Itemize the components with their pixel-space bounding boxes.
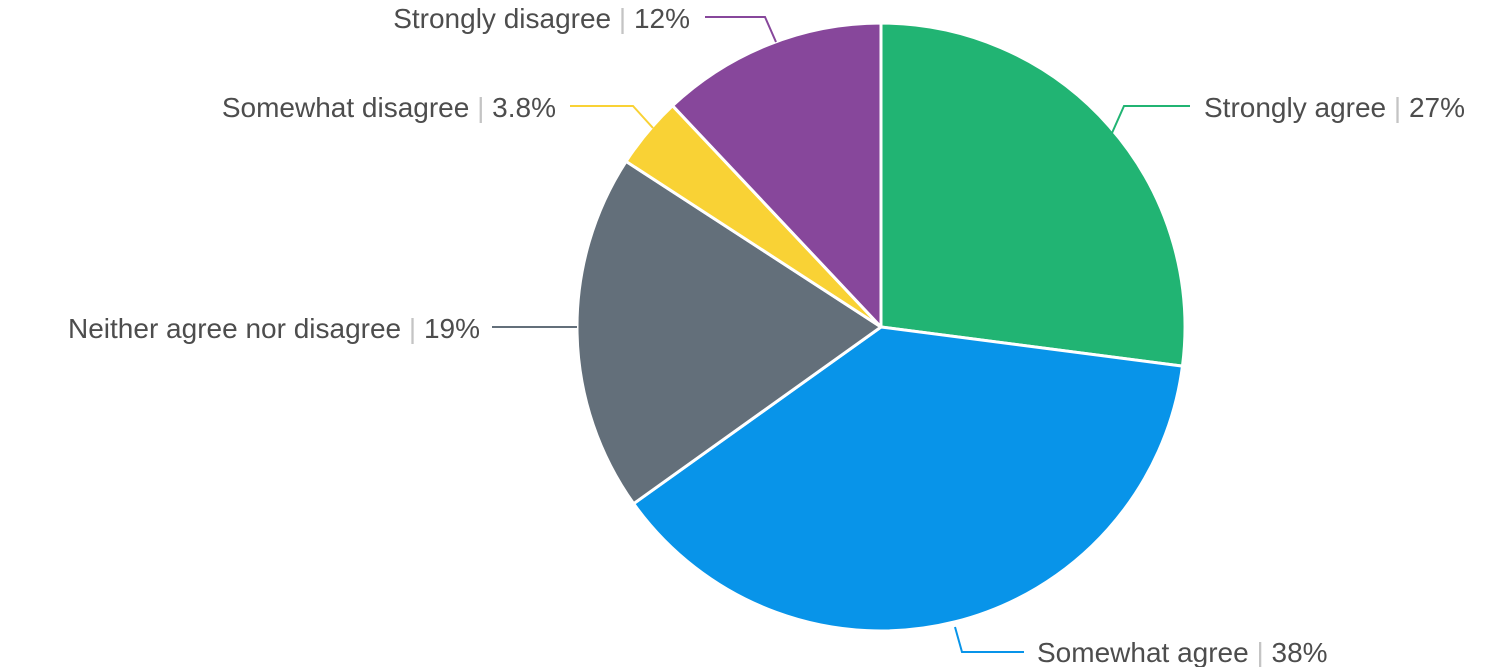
slices-layer [575,21,1187,633]
slice-label-separator: | [619,3,626,34]
pie-slice-strongly-disagree [671,21,883,329]
leader-line-somewhat-disagree [570,105,654,129]
slice-label-separator: | [477,92,484,123]
slice-label-name: Neither agree nor disagree [68,313,409,344]
pie-slice-strongly-agree [879,21,1187,368]
slice-label-name: Somewhat disagree [222,92,477,123]
slice-label-name: Strongly agree [1204,92,1394,123]
slice-label-somewhat-agree: Somewhat agree | 38% [1037,637,1328,667]
leader-line-strongly-disagree [705,16,777,43]
labels-layer: Strongly agree | 27% Somewhat agree | 38%… [68,3,1465,667]
slice-label-separator: | [1256,637,1263,667]
pie-slice-neither-agree-nor-disagree [575,159,883,506]
slice-label-value: 12% [626,3,690,34]
pie-slice-somewhat-agree [632,325,1184,633]
slice-label-value: 38% [1264,637,1328,667]
slice-label-separator: | [409,313,416,344]
slice-label-value: 27% [1401,92,1465,123]
leader-line-somewhat-agree [954,626,1024,653]
leaders-layer [492,16,1190,653]
slice-label-neither-agree-nor-disagree: Neither agree nor disagree | 19% [68,313,480,344]
slice-label-strongly-disagree: Strongly disagree | 12% [393,3,690,34]
slice-label-strongly-agree: Strongly agree | 27% [1204,92,1465,123]
slice-label-somewhat-disagree: Somewhat disagree | 3.8% [222,92,556,123]
slice-label-name: Somewhat agree [1037,637,1256,667]
leader-line-strongly-agree [1111,105,1190,134]
slice-label-value: 19% [416,313,480,344]
slice-label-name: Strongly disagree [393,3,619,34]
slice-label-separator: | [1394,92,1401,123]
slice-label-value: 3.8% [484,92,556,123]
